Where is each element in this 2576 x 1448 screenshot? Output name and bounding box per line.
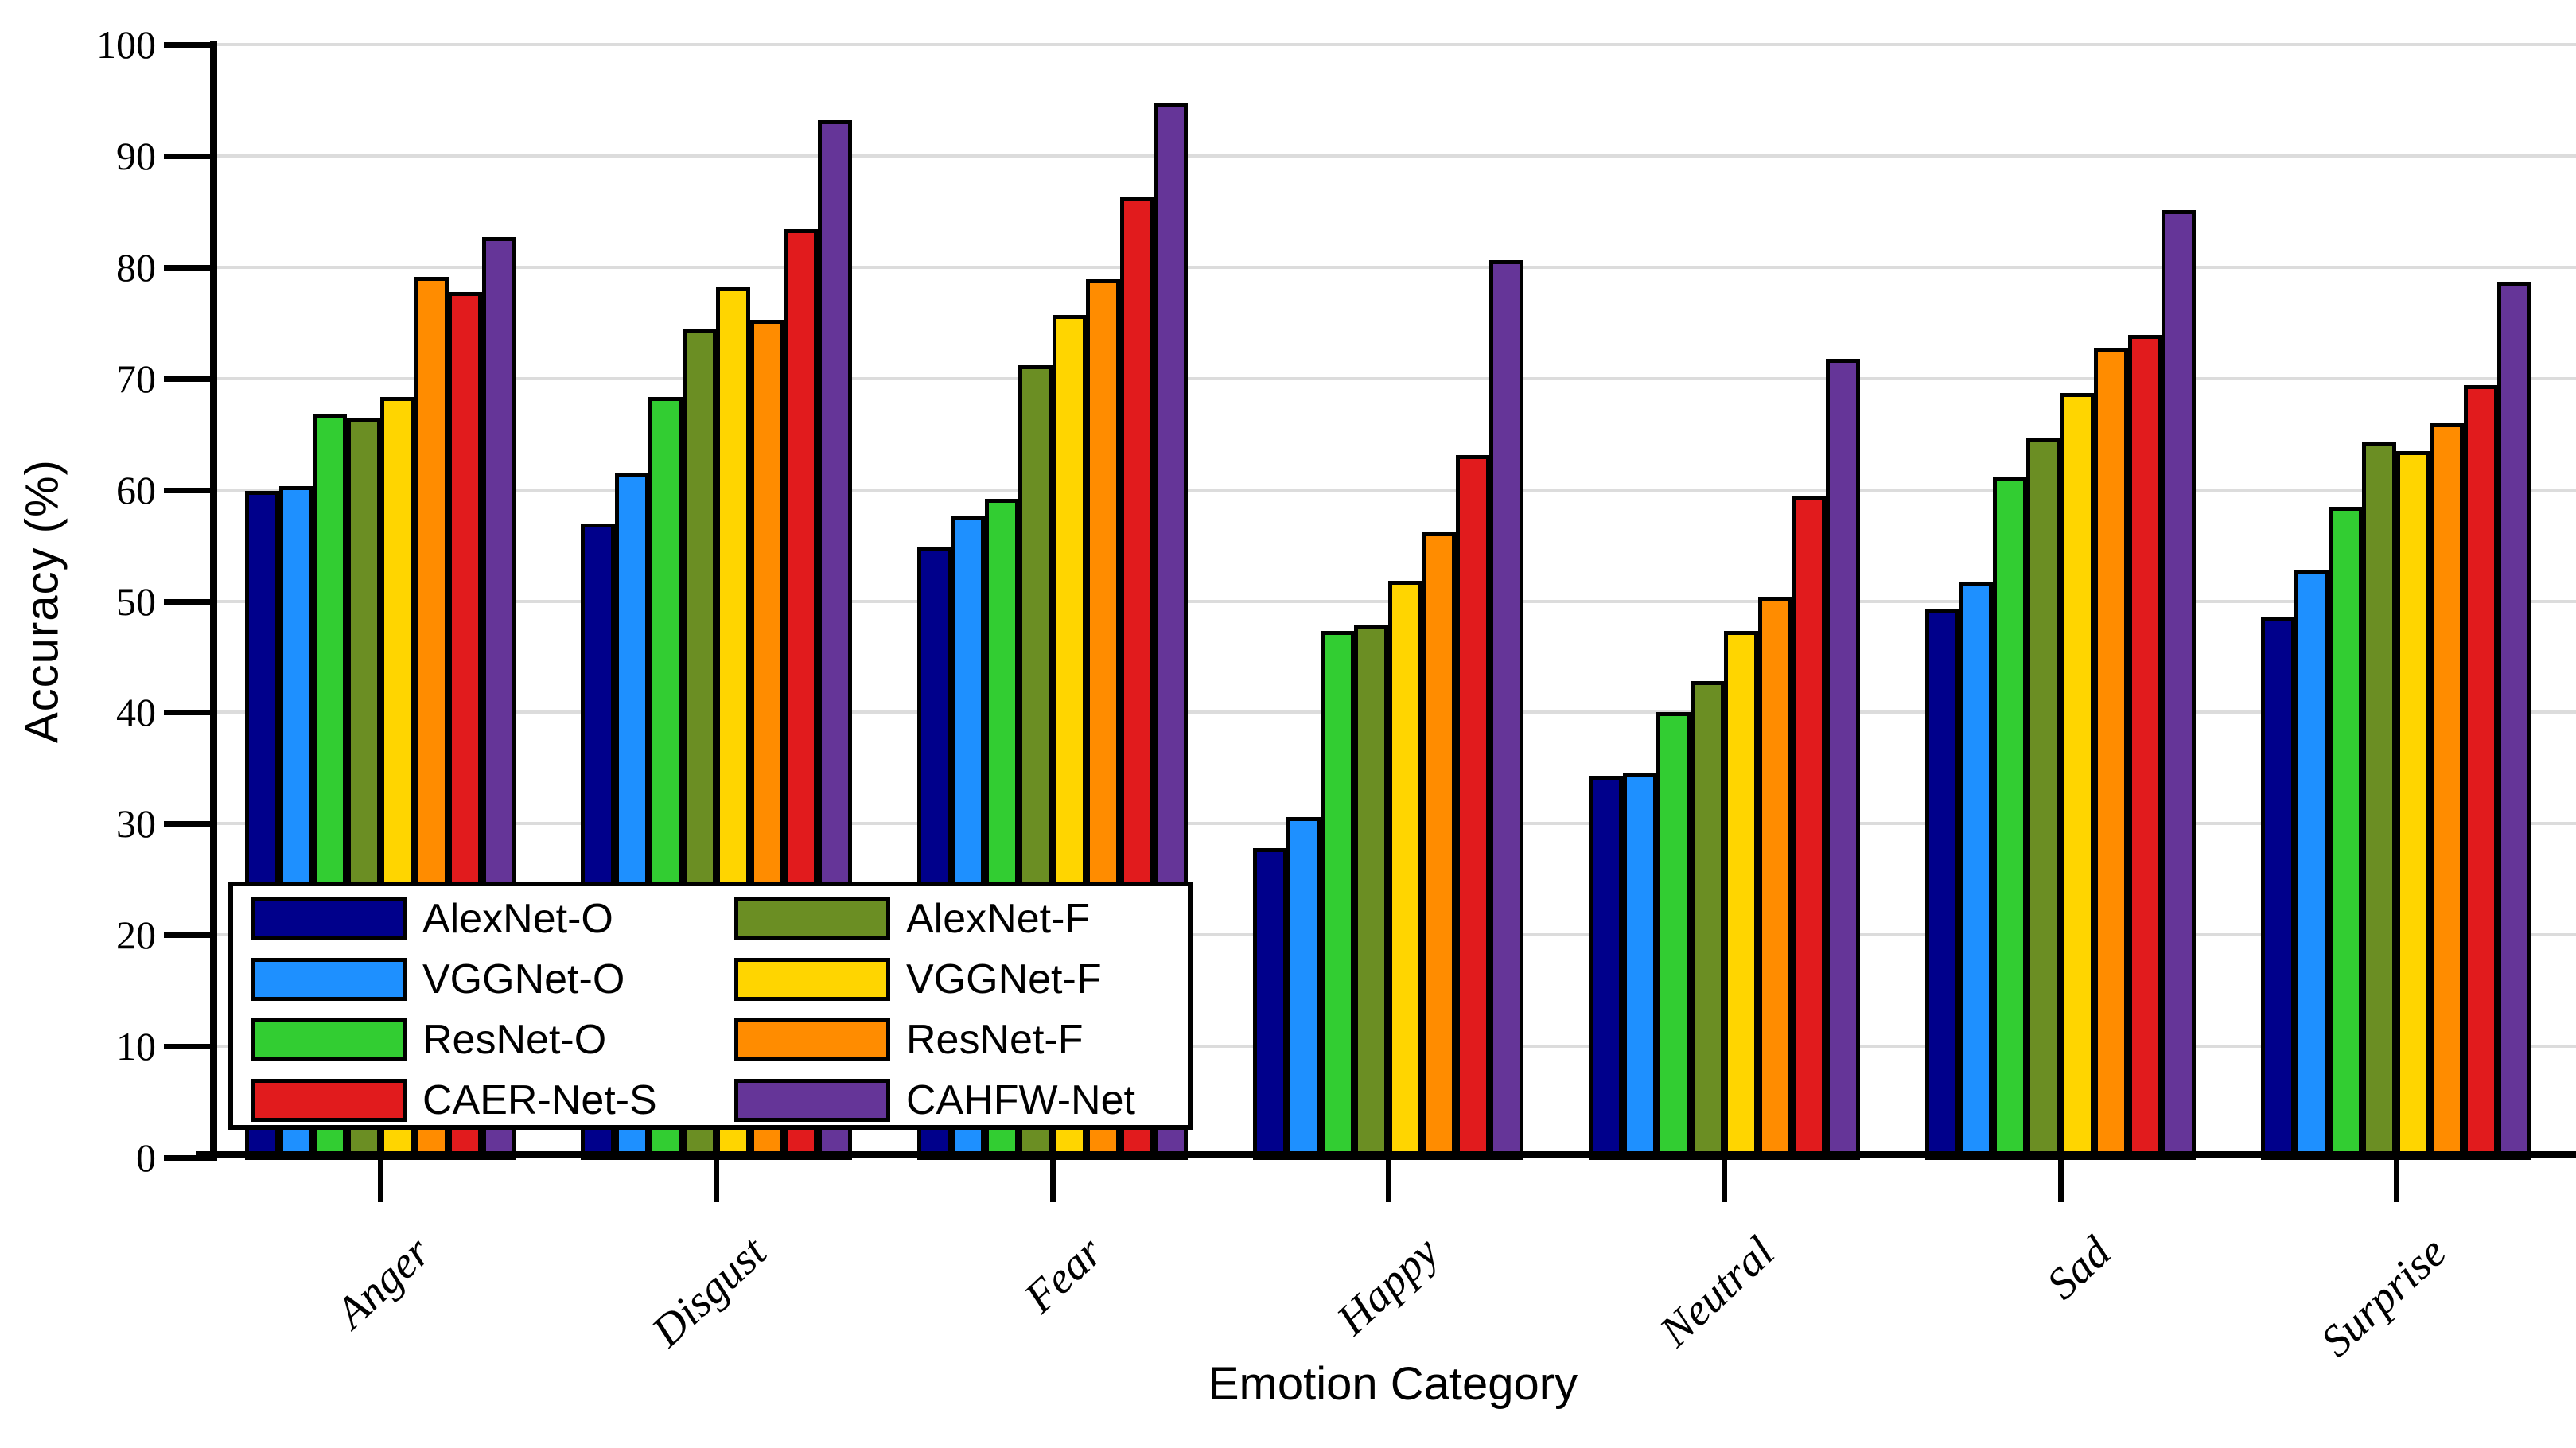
gridline-70 [210,376,2576,380]
y-tick-100 [164,42,210,48]
legend-label-caer-net-s: CAER-Net-S [422,1077,657,1123]
y-tick-label-90: 90 [116,133,156,178]
bar-sad-caer-net-s [2127,335,2162,1160]
y-tick-label-100: 100 [96,22,156,67]
y-tick-10 [164,1044,210,1050]
bar-surprise-resnet-f [2430,422,2465,1160]
y-tick-label-10: 10 [116,1024,156,1069]
bar-sad-vggnet-o [1959,582,1993,1160]
bar-surprise-alexnet-f [2362,442,2397,1160]
x-tick-neutral [1722,1154,1728,1202]
bar-surprise-vggnet-o [2294,570,2329,1160]
y-tick-80 [164,264,210,271]
x-tick-label-fear: Fear [1014,1227,1112,1323]
bar-neutral-vggnet-f [1724,631,1759,1160]
x-tick-fear [1049,1154,1056,1202]
x-tick-label-neutral: Neutral [1650,1227,1784,1357]
x-tick-anger [378,1154,383,1202]
bar-neutral-caer-net-s [1792,496,1827,1160]
bar-surprise-alexnet-o [2260,617,2295,1160]
gridline-80 [210,265,2576,269]
legend-label-resnet-o: ResNet-O [422,1017,607,1063]
bar-happy-cahfw-net [1489,260,1524,1160]
bar-happy-resnet-f [1422,531,1457,1160]
y-tick-60 [164,487,210,493]
bar-happy-alexnet-f [1354,624,1389,1160]
bar-happy-alexnet-o [1252,848,1287,1160]
legend-box: AlexNet-O VGGNet-O ResNet-O CAER-Net-S AlexN… [228,882,1193,1130]
y-tick-label-70: 70 [116,356,156,401]
x-tick-label-sad: Sad [2037,1227,2120,1310]
y-tick-0 [164,1155,210,1161]
x-tick-sad [2057,1154,2064,1202]
bar-sad-vggnet-f [2060,392,2095,1160]
bar-surprise-resnet-o [2328,506,2363,1160]
x-tick-label-surprise: Surprise [2311,1227,2456,1367]
bar-sad-resnet-f [2094,348,2128,1160]
legend-swatch-vggnet-f [734,958,890,1001]
x-tick-disgust [714,1154,720,1202]
bar-neutral-alexnet-o [1589,776,1624,1160]
bar-sad-alexnet-o [1924,609,1959,1160]
y-tick-70 [164,376,210,382]
legend-label-cahfw-net: CAHFW-Net [906,1077,1135,1123]
bar-surprise-caer-net-s [2463,385,2498,1160]
y-tick-40 [164,710,210,716]
bar-surprise-cahfw-net [2497,282,2532,1160]
y-tick-label-20: 20 [116,913,156,958]
legend-label-resnet-f: ResNet-F [906,1017,1084,1063]
x-tick-label-anger: Anger [326,1227,440,1338]
legend-swatch-resnet-o [251,1018,407,1061]
bar-sad-resnet-o [1992,477,2027,1160]
x-axis-title: Emotion Category [1208,1358,1578,1410]
y-tick-label-0: 0 [136,1135,156,1180]
legend-swatch-caer-net-s [251,1079,407,1122]
legend-swatch-alexnet-f [734,897,890,940]
x-tick-surprise [2393,1154,2399,1202]
bar-happy-vggnet-o [1286,816,1321,1160]
bar-happy-vggnet-f [1387,581,1422,1160]
y-tick-label-40: 40 [116,690,156,735]
bar-neutral-alexnet-f [1690,681,1725,1160]
bar-happy-caer-net-s [1455,455,1490,1160]
bar-neutral-cahfw-net [1825,358,1860,1160]
bar-happy-resnet-o [1320,631,1355,1160]
gridline-100 [210,43,2576,46]
legend-label-vggnet-o: VGGNet-O [422,956,625,1002]
legend-label-alexnet-f: AlexNet-F [906,896,1091,942]
legend-swatch-resnet-f [734,1018,890,1061]
y-tick-30 [164,821,210,827]
bar-surprise-vggnet-f [2395,450,2430,1160]
bar-neutral-vggnet-o [1622,772,1657,1160]
bar-neutral-resnet-o [1656,712,1691,1160]
y-tick-label-80: 80 [116,244,156,290]
bar-sad-alexnet-f [2026,438,2060,1160]
bar-neutral-resnet-f [1757,597,1792,1160]
y-tick-label-50: 50 [116,578,156,624]
legend-swatch-vggnet-o [251,958,407,1001]
y-tick-label-30: 30 [116,801,156,847]
bar-sad-cahfw-net [2162,210,2196,1160]
legend-label-vggnet-f: VGGNet-F [906,956,1102,1002]
x-tick-happy [1385,1154,1391,1202]
y-tick-90 [164,153,210,159]
legend-label-alexnet-o: AlexNet-O [422,896,613,942]
y-tick-50 [164,598,210,605]
y-tick-20 [164,932,210,939]
gridline-60 [210,488,2576,492]
y-tick-label-60: 60 [116,467,156,512]
legend-swatch-cahfw-net [734,1079,890,1122]
gridline-90 [210,154,2576,158]
x-tick-label-happy: Happy [1327,1227,1448,1345]
x-tick-label-disgust: Disgust [642,1227,776,1357]
legend-swatch-alexnet-o [251,897,407,940]
y-axis-line [210,41,217,1161]
